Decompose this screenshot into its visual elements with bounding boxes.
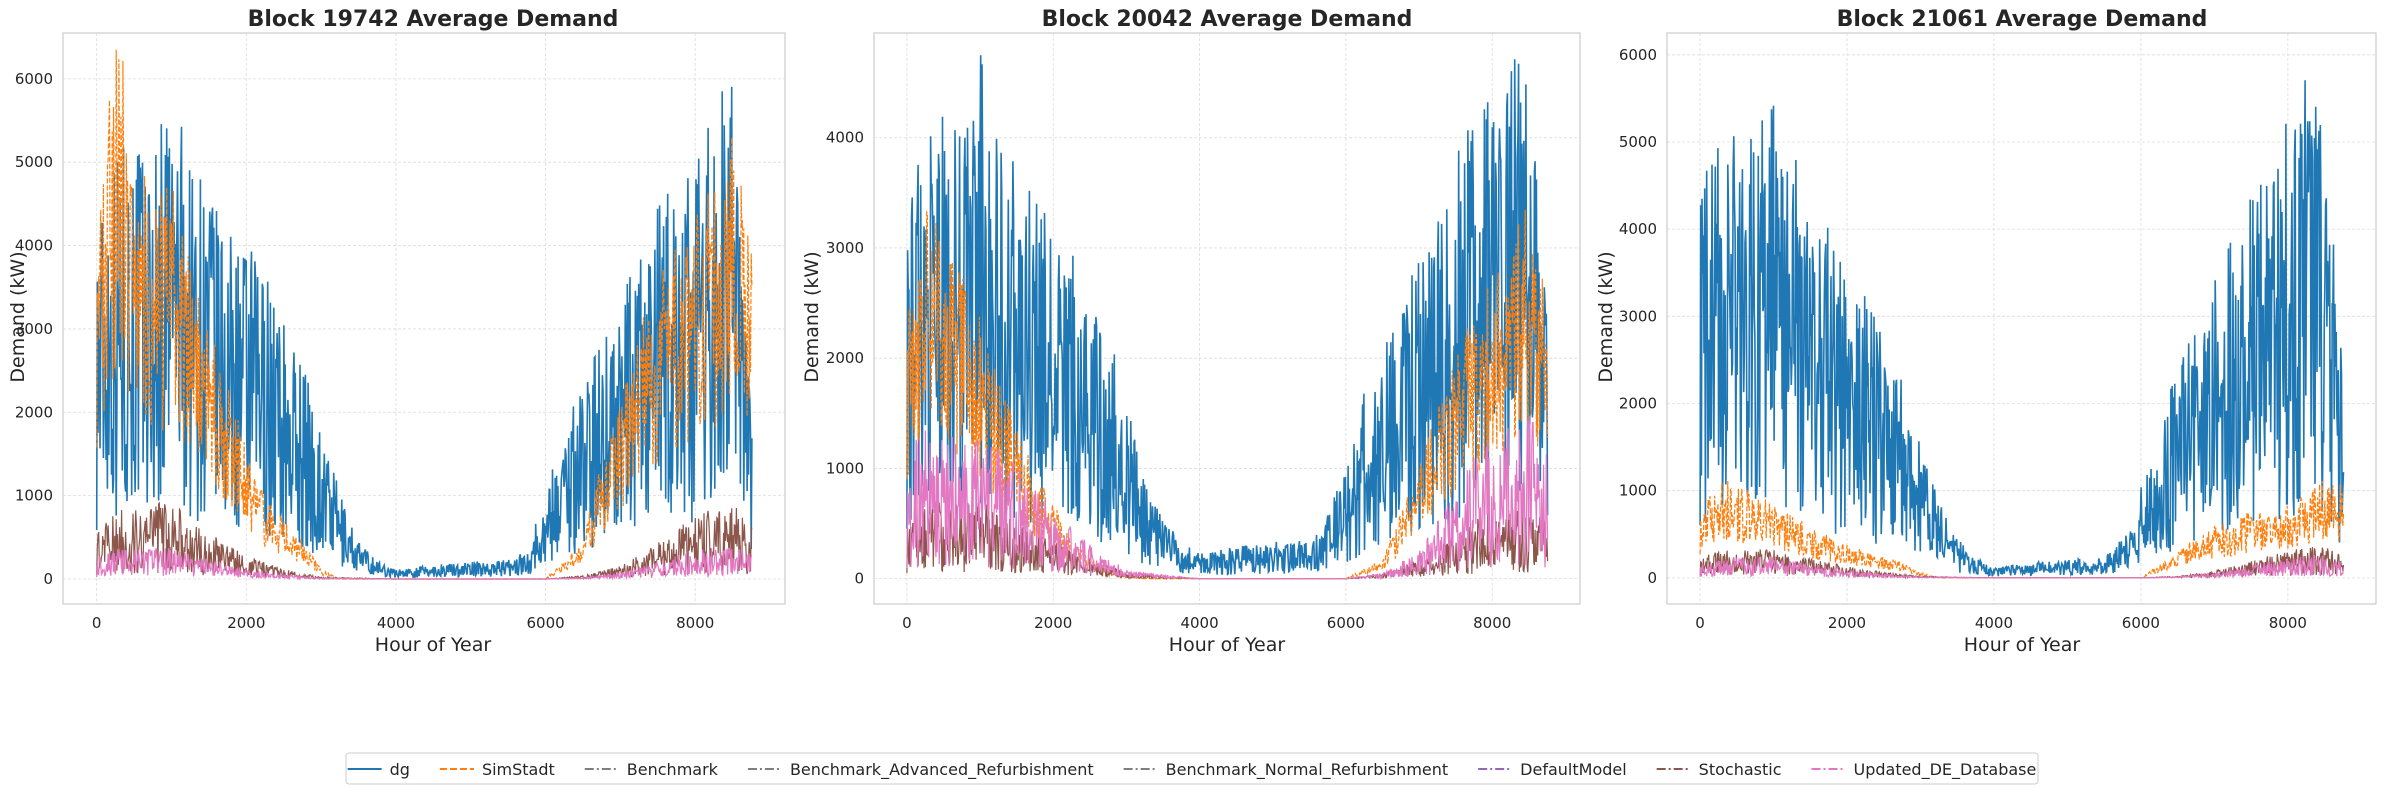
legend-frame xyxy=(345,752,2039,785)
y-tick-label: 5000 xyxy=(15,153,53,171)
x-tick-label: 0 xyxy=(92,614,102,632)
legend-item: SimStadt xyxy=(439,760,555,779)
chart-title: Block 21061 Average Demand xyxy=(1837,7,2208,32)
legend-label: SimStadt xyxy=(482,760,555,779)
y-tick-label: 0 xyxy=(1647,569,1657,587)
legend-label: Stochastic xyxy=(1699,760,1782,779)
legend-item: Updated_DE_Database xyxy=(1811,760,2036,780)
y-tick-label: 4000 xyxy=(1619,220,1657,238)
y-axis-label: Demand (kW) xyxy=(801,251,823,382)
plot-frame xyxy=(1666,32,2377,605)
series-line-updated_de_database xyxy=(1699,554,2345,580)
x-tick-label: 4000 xyxy=(377,614,415,632)
y-tick-label: 4000 xyxy=(826,129,864,147)
series-line-updated_de_database xyxy=(96,547,753,581)
x-tick-label: 8000 xyxy=(676,614,714,632)
chart-panel-block-21061: Block 21061 Average Demand Hour of Year … xyxy=(1595,7,2377,656)
y-tick-label: 0 xyxy=(854,570,864,588)
y-tick-label: 6000 xyxy=(15,70,53,88)
legend-item: Stochastic xyxy=(1656,760,1782,779)
legend-label: Benchmark_Normal_Refurbishment xyxy=(1166,760,1449,780)
series-line-dg xyxy=(95,86,753,580)
legend-label: Updated_DE_Database xyxy=(1853,760,2036,780)
legend-item: Benchmark xyxy=(584,760,719,779)
legend-label: dg xyxy=(390,760,410,779)
x-axis-label: Hour of Year xyxy=(1169,634,1286,656)
legend-item: Benchmark_Normal_Refurbishment xyxy=(1123,760,1449,780)
y-tick-label: 6000 xyxy=(1619,46,1657,64)
x-tick-label: 4000 xyxy=(1180,614,1218,632)
y-tick-label: 3000 xyxy=(1619,307,1657,325)
y-tick-label: 3000 xyxy=(15,320,53,338)
plot-frame xyxy=(62,32,786,605)
legend-item: dg xyxy=(347,760,410,779)
x-tick-label: 8000 xyxy=(2269,614,2307,632)
x-tick-label: 6000 xyxy=(1327,614,1365,632)
legend-item: Benchmark_Advanced_Refurbishment xyxy=(747,760,1094,780)
x-axis-label: Hour of Year xyxy=(1964,634,2081,656)
y-tick-label: 1000 xyxy=(1619,482,1657,500)
x-tick-label: 2000 xyxy=(227,614,265,632)
y-tick-label: 2000 xyxy=(826,349,864,367)
x-tick-label: 2000 xyxy=(1034,614,1072,632)
legend-label: Benchmark xyxy=(627,760,719,779)
x-tick-label: 4000 xyxy=(1975,614,2013,632)
chart-panel-block-19742: Block 19742 Average Demand Hour of Year … xyxy=(7,7,786,656)
series-line-updated_de_database xyxy=(906,416,1549,581)
y-tick-label: 1000 xyxy=(826,459,864,477)
x-tick-label: 6000 xyxy=(2122,614,2160,632)
y-axis-label: Demand (kW) xyxy=(1595,251,1617,382)
y-tick-label: 3000 xyxy=(826,239,864,257)
legend-item: DefaultModel xyxy=(1478,760,1627,779)
series-line-dg xyxy=(1699,80,2345,578)
legend-label: DefaultModel xyxy=(1520,760,1627,779)
x-tick-label: 0 xyxy=(902,614,912,632)
y-tick-label: 5000 xyxy=(1619,133,1657,151)
x-axis-label: Hour of Year xyxy=(375,634,492,656)
y-tick-label: 2000 xyxy=(15,403,53,421)
y-tick-label: 4000 xyxy=(15,237,53,255)
x-tick-label: 0 xyxy=(1695,614,1705,632)
series-line-dg xyxy=(906,55,1549,576)
chart-title: Block 20042 Average Demand xyxy=(1042,7,1413,32)
x-tick-label: 6000 xyxy=(526,614,564,632)
y-axis-label: Demand (kW) xyxy=(7,251,29,382)
x-tick-label: 8000 xyxy=(1473,614,1511,632)
y-tick-label: 0 xyxy=(43,570,53,588)
y-tick-label: 2000 xyxy=(1619,394,1657,412)
legend: dg SimStadt Benchmark Benchmark_Advanced_Re… xyxy=(345,752,2039,785)
x-tick-label: 2000 xyxy=(1828,614,1866,632)
y-tick-label: 1000 xyxy=(15,487,53,505)
series-line-simstadt xyxy=(96,49,753,580)
legend-label: Benchmark_Advanced_Refurbishment xyxy=(790,760,1094,780)
chart-panel-block-20042: Block 20042 Average Demand Hour of Year … xyxy=(801,7,1581,656)
chart-title: Block 19742 Average Demand xyxy=(248,7,619,32)
plot-frame xyxy=(873,32,1581,605)
